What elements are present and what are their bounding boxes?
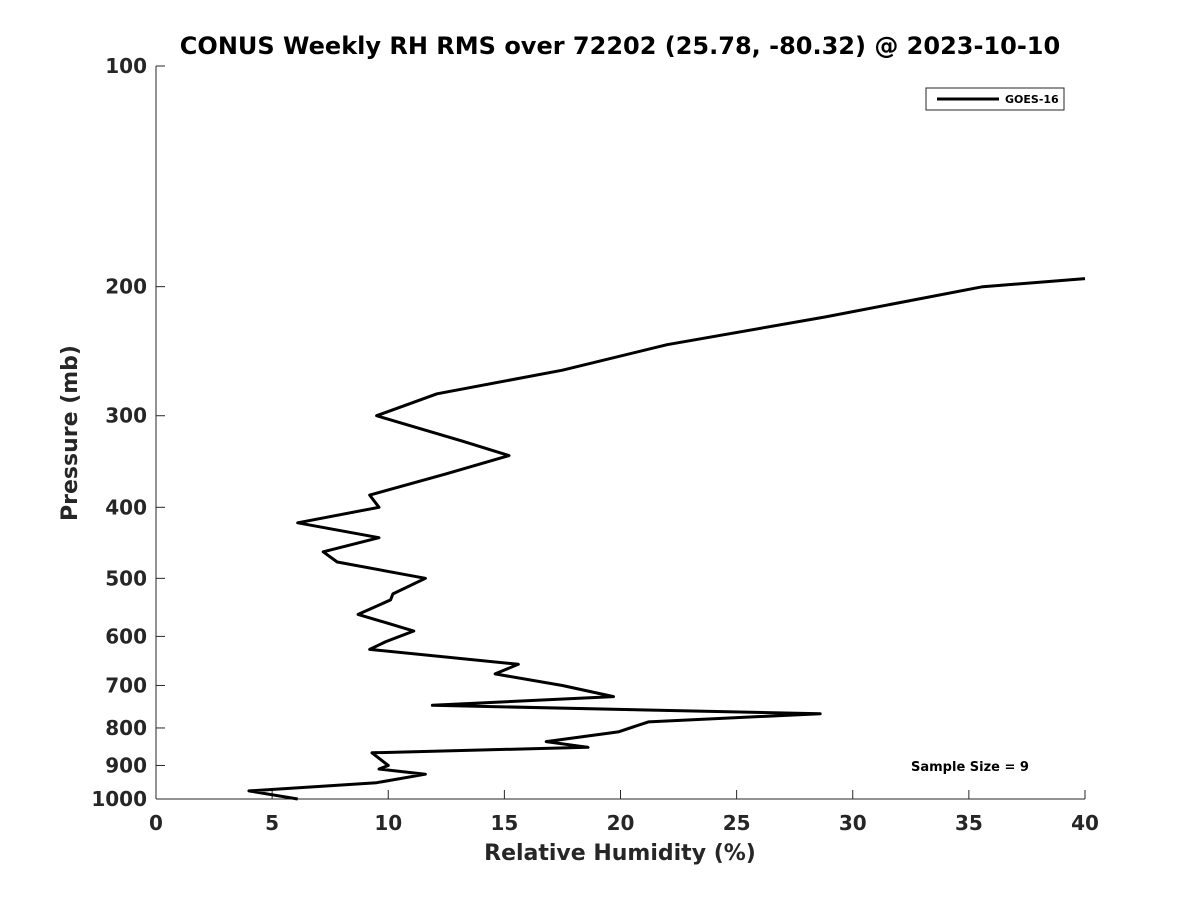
x-axis-ticks: 0 5 10 15 20 25 30 35 40 xyxy=(149,790,1099,835)
y-tick-label: 200 xyxy=(105,275,147,299)
y-tick-label: 1000 xyxy=(91,787,147,811)
x-tick-label: 30 xyxy=(839,811,867,835)
y-tick-label: 600 xyxy=(105,624,147,648)
x-tick-label: 5 xyxy=(265,811,279,835)
y-tick-label: 500 xyxy=(105,566,147,590)
x-tick-label: 35 xyxy=(955,811,983,835)
y-axis-ticks: 100 200 300 400 500 600 700 800 900 1000 xyxy=(91,54,165,811)
y-tick-label: 400 xyxy=(105,495,147,519)
x-tick-label: 25 xyxy=(723,811,751,835)
x-tick-label: 10 xyxy=(374,811,402,835)
chart-title: CONUS Weekly RH RMS over 72202 (25.78, -… xyxy=(180,32,1060,60)
y-tick-label: 900 xyxy=(105,753,147,777)
series-layer xyxy=(247,277,1086,801)
legend-label: GOES-16 xyxy=(1005,93,1059,106)
y-tick-label: 300 xyxy=(105,404,147,428)
x-tick-label: 40 xyxy=(1071,811,1099,835)
x-axis-label: Relative Humidity (%) xyxy=(484,841,756,866)
y-tick-label: 700 xyxy=(105,673,147,697)
sample-size-annotation: Sample Size = 9 xyxy=(911,760,1029,775)
legend: GOES-16 xyxy=(925,87,1065,111)
x-tick-label: 20 xyxy=(607,811,635,835)
x-tick-label: 0 xyxy=(149,811,163,835)
series-line-goes-16 xyxy=(247,277,1086,801)
y-tick-label: 100 xyxy=(105,54,147,78)
x-tick-label: 15 xyxy=(490,811,518,835)
y-tick-label: 800 xyxy=(105,716,147,740)
y-axis-label: Pressure (mb) xyxy=(58,345,83,521)
